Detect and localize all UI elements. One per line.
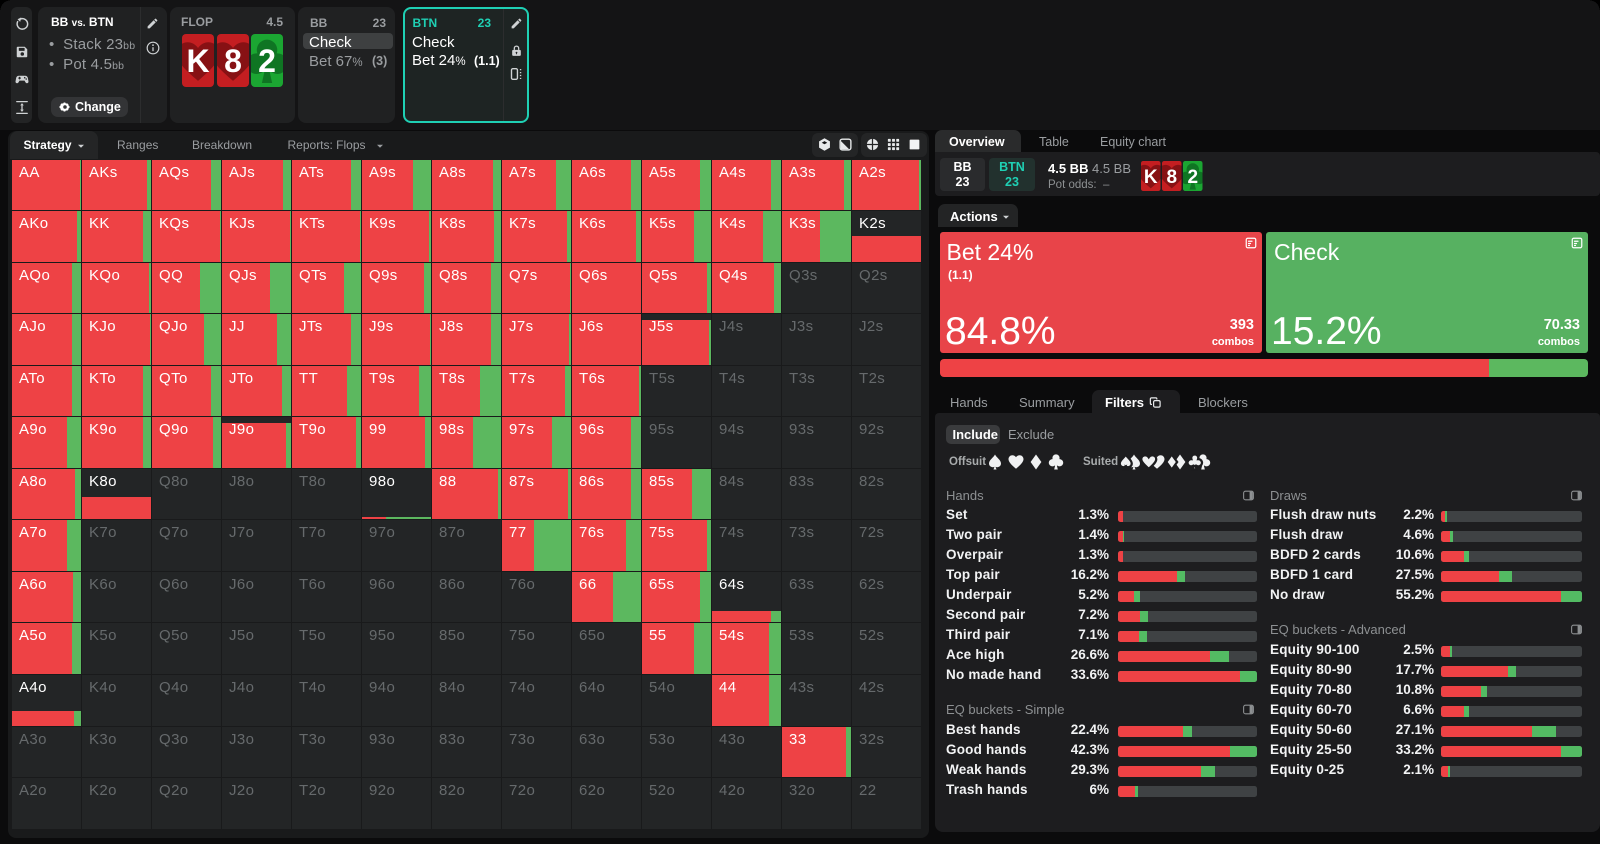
- svg-text:2: 2: [258, 43, 276, 79]
- svg-text:K: K: [1144, 167, 1158, 188]
- svg-text:8: 8: [224, 43, 242, 79]
- svg-text:8: 8: [1166, 167, 1177, 188]
- svg-text:K: K: [186, 43, 209, 79]
- svg-text:2: 2: [1187, 167, 1198, 188]
